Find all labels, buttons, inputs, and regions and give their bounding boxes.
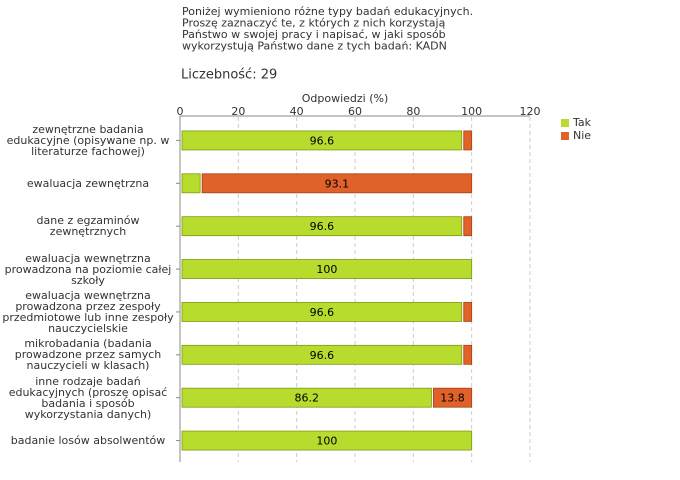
x-tick-label: 20 — [231, 105, 245, 118]
legend-label: Tak — [572, 116, 592, 129]
chart-title: Państwo w swojej pracy i napisać, w jaki… — [182, 28, 446, 41]
subtitle: Liczebność: 29 — [181, 68, 277, 83]
bar — [181, 216, 463, 237]
chart-title: Proszę zaznaczyć te, z których z nich ko… — [182, 17, 446, 30]
legend-swatch — [561, 119, 569, 127]
y-tick-label: inne rodzaje badań edukacyjnych (proszę … — [8, 374, 168, 421]
y-tick-label: ewaluacja wewnętrzna prowadzona na pozio… — [4, 251, 172, 287]
data-label: 96.6 — [310, 349, 335, 362]
bar — [181, 430, 473, 451]
y-tick-label: zewnętrzne badania edukacyjne (opisywane… — [6, 122, 170, 158]
data-label: 93.1 — [325, 177, 350, 190]
y-tick-label: dane z egzaminów zewnętrznych — [36, 214, 140, 239]
y-tick-label: mikrobadania (badania prowadzone przez s… — [14, 337, 162, 373]
x-axis-label: Odpowiedzi (%) — [302, 92, 389, 105]
bar — [201, 173, 473, 194]
x-tick-label: 40 — [290, 105, 304, 118]
data-label: 96.6 — [310, 134, 335, 147]
data-label: 13.8 — [440, 392, 465, 405]
legend-swatch — [561, 132, 569, 140]
y-tick-label: ewaluacja zewnętrzna — [26, 176, 150, 190]
data-label: 96.6 — [310, 306, 335, 319]
data-label: 96.6 — [310, 220, 335, 233]
data-label: 100 — [316, 263, 337, 276]
bar — [181, 344, 463, 365]
x-tick-label: 120 — [520, 105, 541, 118]
bar — [463, 344, 473, 365]
bar — [181, 259, 473, 279]
chart-title: wykorzystują Państwo dane z tych badań: … — [182, 40, 447, 53]
legend-label: Nie — [573, 129, 591, 142]
x-tick-label: 0 — [177, 105, 184, 118]
bar — [463, 302, 473, 322]
y-tick-label: badanie losów absolwentów — [10, 434, 166, 448]
bar — [463, 216, 473, 237]
bar — [181, 387, 432, 408]
x-tick-label: 100 — [461, 105, 482, 118]
data-label: 100 — [316, 435, 337, 448]
x-tick-label: 60 — [348, 105, 362, 118]
bar — [433, 387, 473, 408]
bar — [181, 302, 463, 322]
bar — [463, 130, 473, 151]
data-label: 86.2 — [294, 392, 319, 405]
x-tick-label: 80 — [406, 105, 420, 118]
y-tick-label: ewaluacja wewnętrzna prowadzona przez ze… — [2, 288, 174, 335]
bar — [181, 130, 463, 151]
chart-title: Poniżej wymieniono różne typy badań eduk… — [182, 5, 473, 18]
bar — [181, 173, 201, 194]
